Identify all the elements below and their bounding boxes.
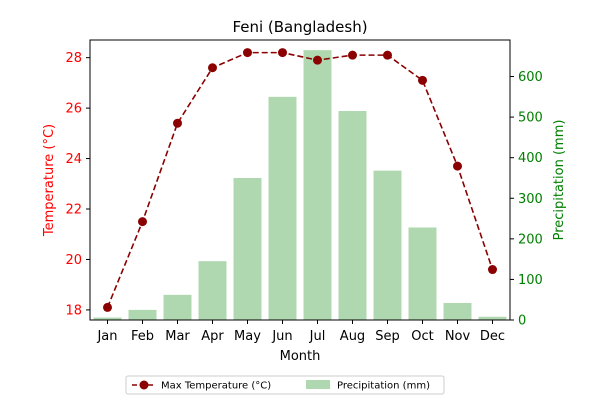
precipitation-bar [233,177,262,320]
y-right-tick-label: 500 [518,111,543,126]
temperature-line [106,51,494,308]
chart-title: Feni (Bangladesh) [232,18,367,36]
precipitation-bar [373,170,402,320]
x-tick-label: May [234,329,261,344]
precipitation-bar [338,111,367,320]
precipitation-bar [478,316,507,320]
x-tick-label: Oct [411,329,433,344]
y-right-tick-label: 300 [518,192,543,207]
legend-label-precipitation: Precipitation (mm) [337,381,430,392]
y-right-axis-ticks: 0 100 200 300 400 500 600 [510,70,543,329]
temperature-point [488,265,497,275]
temperature-point [173,118,182,128]
precipitation-bar [303,50,332,320]
plot-frame [89,39,511,321]
legend: Max Temperature (°C) Precipitation (mm) [125,375,445,395]
y-right-tick-label: 0 [518,314,526,329]
x-tick-label: Jul [309,329,326,344]
x-tick-label: Nov [445,329,471,344]
temperature-point [208,63,217,73]
precipitation-bar [443,302,472,320]
y-left-tick-label: 28 [65,51,82,66]
temperature-point [348,50,357,60]
bars-layer [93,50,507,321]
y-right-tick-label: 100 [518,273,543,288]
temperature-point [313,55,322,65]
x-axis-ticks: Jan Feb Mar Apr May Jun Jul Aug Sep Oct Nov Dec [96,320,505,344]
precipitation-bar [93,317,122,320]
x-tick-label: Sep [375,329,400,344]
legend-bar-swatch [306,380,330,389]
x-tick-label: Feb [131,329,154,344]
precipitation-bar [268,96,297,321]
precipitation-bar [128,309,157,320]
legend-label-temperature: Max Temperature (°C) [161,381,271,392]
x-tick-label: Jan [96,329,117,344]
y-right-tick-label: 200 [518,232,543,247]
line-layer [103,48,497,312]
x-axis-label: Month [280,349,321,364]
legend-line-marker [139,380,149,390]
y-right-tick-label: 600 [518,70,543,85]
temperature-point [103,302,112,312]
y-left-tick-label: 20 [65,253,82,268]
legend-frame [125,375,445,395]
y-left-tick-label: 22 [65,203,82,218]
precipitation-bar [408,227,437,320]
temperature-point [383,50,392,60]
temperature-point [243,48,252,58]
y-left-tick-label: 24 [65,152,82,167]
precipitation-bar [163,294,192,320]
y-left-tick-label: 18 [65,303,82,318]
temperature-point [278,48,287,58]
x-tick-label: Dec [480,329,505,344]
y-right-axis-label: Precipitation (mm) [552,120,567,241]
y-left-tick-label: 26 [65,102,82,117]
temperature-point [418,75,427,85]
y-right-tick-label: 400 [518,151,543,166]
y-left-axis-label: Temperature (°C) [42,124,57,237]
temperature-point [453,161,462,171]
x-tick-label: Apr [201,329,224,344]
x-tick-label: Mar [165,329,190,344]
x-tick-label: Aug [340,329,365,344]
x-tick-label: Jun [271,329,292,344]
temperature-point [138,217,147,227]
precipitation-bar [198,261,227,320]
y-left-axis-ticks: 18 20 22 24 26 28 [65,51,90,318]
